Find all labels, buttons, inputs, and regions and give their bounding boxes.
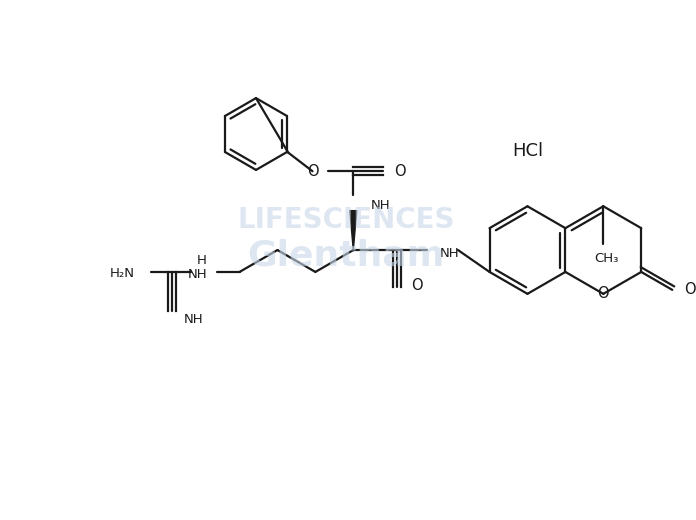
Text: O: O bbox=[411, 278, 422, 293]
Polygon shape bbox=[350, 211, 357, 250]
Text: NH: NH bbox=[184, 313, 203, 326]
Text: NH: NH bbox=[371, 199, 391, 212]
Text: O: O bbox=[597, 287, 609, 301]
Text: NH: NH bbox=[440, 246, 459, 259]
Text: NH: NH bbox=[187, 268, 207, 281]
Text: Glentham: Glentham bbox=[248, 238, 445, 272]
Text: LIFESCIENCES: LIFESCIENCES bbox=[237, 206, 455, 234]
Text: O: O bbox=[307, 164, 319, 179]
Text: O: O bbox=[684, 282, 696, 297]
Text: H₂N: H₂N bbox=[110, 267, 135, 280]
Text: CH₃: CH₃ bbox=[594, 252, 619, 265]
Text: H: H bbox=[197, 254, 207, 267]
Text: HCl: HCl bbox=[512, 141, 543, 160]
Text: O: O bbox=[395, 164, 406, 179]
